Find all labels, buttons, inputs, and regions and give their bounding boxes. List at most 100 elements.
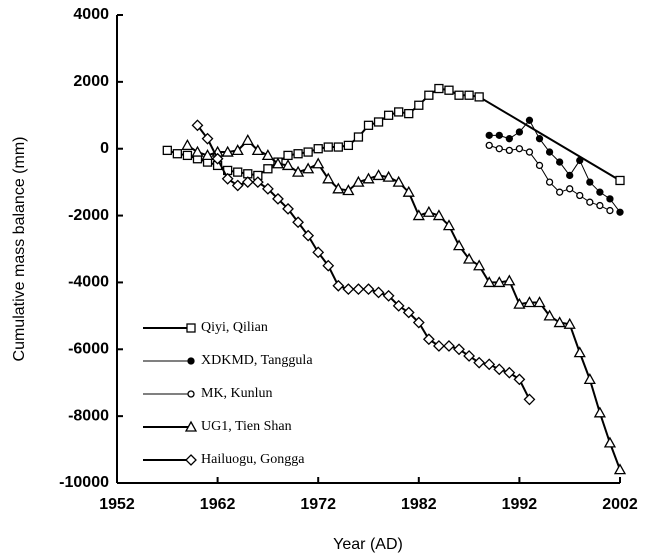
marker: [282, 202, 294, 215]
x-axis-label: Year (AD): [333, 536, 403, 553]
marker: [312, 157, 325, 169]
legend-marker: [187, 357, 195, 365]
marker: [523, 393, 536, 406]
marker: [231, 144, 244, 156]
marker: [332, 182, 345, 194]
marker: [392, 299, 405, 312]
marker: [283, 150, 293, 161]
marker: [233, 167, 243, 177]
marker: [352, 283, 365, 296]
marker: [372, 286, 385, 299]
marker: [503, 274, 516, 286]
legend-marker: [186, 323, 196, 333]
marker: [392, 175, 405, 187]
marker: [292, 216, 304, 229]
marker: [342, 184, 355, 196]
legend-marker: [187, 390, 195, 398]
marker: [342, 283, 355, 296]
marker: [404, 108, 414, 119]
y-tick-label: -8000: [68, 407, 109, 424]
marker: [474, 92, 484, 102]
marker: [555, 188, 564, 196]
marker: [424, 90, 434, 100]
marker: [464, 90, 474, 100]
marker: [533, 296, 546, 308]
marker: [293, 149, 303, 159]
marker: [271, 157, 285, 169]
marker: [362, 283, 375, 296]
marker: [261, 182, 274, 195]
legend-marker: [184, 420, 198, 432]
marker: [523, 296, 536, 308]
marker: [442, 219, 456, 231]
marker: [493, 363, 506, 376]
marker: [343, 140, 354, 151]
marker: [593, 406, 606, 418]
marker: [231, 179, 244, 192]
marker: [443, 340, 455, 352]
marker: [353, 132, 364, 142]
marker: [495, 131, 503, 139]
marker: [615, 175, 625, 186]
marker: [201, 132, 214, 145]
y-tick-label: -4000: [68, 274, 109, 291]
marker: [414, 100, 424, 110]
marker: [576, 191, 584, 200]
y-tick-label: -2000: [68, 207, 109, 224]
marker: [333, 142, 343, 152]
marker: [473, 259, 486, 271]
marker: [586, 178, 594, 186]
marker: [432, 209, 446, 221]
marker: [525, 148, 534, 156]
x-tick-label: 1972: [300, 496, 336, 513]
marker: [462, 252, 476, 264]
x-tick-label: 1962: [200, 496, 236, 513]
marker: [221, 172, 234, 185]
marker: [525, 116, 534, 124]
marker: [261, 149, 275, 161]
marker: [251, 176, 264, 189]
marker: [452, 239, 466, 251]
marker: [433, 340, 445, 352]
marker: [576, 156, 584, 165]
marker: [291, 165, 305, 177]
marker: [563, 317, 576, 329]
marker: [505, 146, 513, 155]
marker: [473, 356, 486, 369]
marker: [323, 142, 333, 152]
marker: [402, 185, 415, 197]
y-tick-label: 0: [100, 140, 109, 157]
marker: [251, 144, 264, 156]
marker: [201, 149, 214, 161]
marker: [485, 141, 493, 150]
marker: [191, 145, 204, 157]
marker: [553, 316, 566, 328]
marker: [372, 169, 385, 181]
marker: [603, 436, 617, 448]
y-tick-label: 4000: [73, 6, 109, 23]
marker: [322, 259, 335, 272]
y-tick-label: -6000: [68, 341, 109, 358]
marker: [211, 152, 224, 165]
marker: [566, 185, 574, 193]
legend-label: UG1, Tien Shan: [201, 419, 292, 434]
legend-label: Hailuogu, Gongga: [201, 452, 305, 467]
x-tick-label: 2002: [602, 496, 638, 513]
marker: [495, 145, 503, 153]
marker: [543, 309, 556, 321]
marker: [382, 289, 395, 302]
marker: [573, 346, 586, 358]
marker: [162, 145, 172, 156]
marker: [606, 206, 614, 215]
marker: [303, 147, 313, 157]
legend-marker: [185, 454, 197, 466]
marker: [444, 85, 454, 95]
marker: [515, 128, 524, 136]
marker: [535, 135, 544, 143]
marker: [362, 172, 375, 184]
marker: [503, 366, 516, 379]
marker: [352, 175, 365, 187]
marker: [483, 358, 496, 371]
marker: [596, 188, 604, 196]
